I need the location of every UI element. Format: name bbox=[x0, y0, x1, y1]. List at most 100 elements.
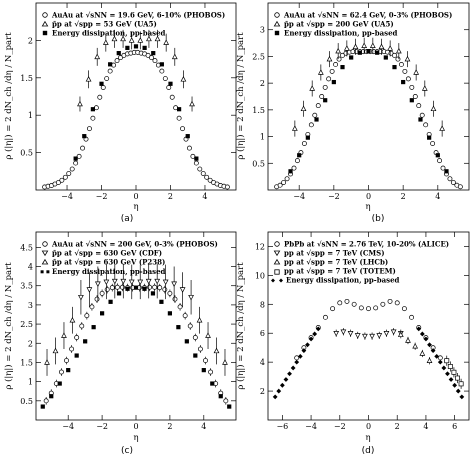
data-point-circle bbox=[182, 313, 188, 319]
data-point-square bbox=[444, 358, 450, 364]
data-point-circle bbox=[109, 285, 115, 291]
data-point-square-filled bbox=[418, 117, 423, 122]
data-point-square bbox=[447, 364, 453, 369]
y-tick-label: 8 bbox=[260, 300, 265, 309]
data-point-triangle bbox=[439, 125, 446, 131]
data-point-circle bbox=[166, 85, 172, 90]
y-tick-label: 2.5 bbox=[20, 320, 33, 329]
legend-marker bbox=[42, 241, 48, 247]
data-point-triangle bbox=[404, 55, 411, 62]
data-point-triangle bbox=[430, 105, 437, 112]
data-point-circle bbox=[284, 176, 290, 182]
data-point-square-filled bbox=[108, 299, 113, 304]
data-point-diamond-filled bbox=[452, 382, 458, 388]
data-point-diamond-filled bbox=[287, 371, 292, 377]
data-point-triangle bbox=[128, 37, 135, 43]
legend-entry: pp at √spp = 7 TeV (LHCb) bbox=[284, 258, 388, 267]
x-tick-label: −4 bbox=[293, 192, 305, 201]
data-point-triangle-down bbox=[376, 333, 383, 339]
x-ticks: −4 −2 0 2 4 bbox=[293, 3, 440, 201]
data-point-circle bbox=[100, 85, 106, 90]
data-point-triangle bbox=[102, 39, 109, 45]
data-point-triangle bbox=[387, 45, 394, 51]
data-point-circle bbox=[447, 176, 453, 182]
data-point-square-filled bbox=[177, 107, 182, 112]
legend-marker bbox=[273, 258, 281, 265]
data-point-circle bbox=[86, 126, 92, 132]
data-point-triangle-down bbox=[340, 329, 347, 336]
data-point-circle bbox=[176, 115, 182, 121]
data-marks bbox=[40, 263, 232, 409]
data-point-square-filled bbox=[90, 107, 95, 112]
data-point-square-filled bbox=[176, 325, 181, 330]
legend-entry: p̄p at √spp = 630 GeV (P238) bbox=[52, 258, 165, 267]
data-point-circle bbox=[315, 103, 321, 109]
data-point-circle bbox=[107, 68, 113, 74]
y-tick-label: 4.5 bbox=[20, 243, 33, 252]
data-point-circle bbox=[409, 84, 415, 90]
x-tick-label: 6 bbox=[452, 422, 457, 431]
y-axis-label: ρ (|η|) = 2 dN_ch /dη / N_part bbox=[235, 32, 246, 160]
y-axis-label: ρ (|η|) = 2 dN_ch /dη / N_part bbox=[3, 32, 14, 160]
legend-marker bbox=[273, 20, 281, 27]
x-tick-label: 4 bbox=[202, 192, 207, 201]
data-point-square-filled bbox=[142, 286, 147, 291]
data-point-circle bbox=[147, 284, 153, 290]
data-point-circle bbox=[64, 358, 69, 363]
data-point-triangle-down bbox=[86, 287, 93, 293]
x-ticks: −4 −2 0 2 4 bbox=[62, 232, 206, 431]
legend-entry: PbPb at √sNN = 2.76 TeV, 10-20% (ALICE) bbox=[284, 240, 449, 249]
data-point-square-filled bbox=[366, 48, 371, 54]
data-point-triangle bbox=[412, 342, 419, 349]
data-point-circle bbox=[312, 112, 318, 118]
legend-entry: AuAu at √sNN = 62.4 GeV, 0-3% (PHOBOS) bbox=[283, 11, 452, 20]
data-point-circle bbox=[224, 184, 230, 190]
data-point-triangle-down bbox=[390, 329, 397, 336]
data-point-triangle bbox=[421, 85, 428, 91]
x-axis-label: η bbox=[365, 433, 370, 443]
data-point-circle bbox=[392, 52, 397, 58]
data-point-triangle bbox=[352, 43, 359, 50]
data-point-circle bbox=[90, 115, 96, 121]
data-point-triangle bbox=[137, 37, 144, 43]
data-point-square-filled bbox=[323, 98, 328, 103]
data-point-circle bbox=[204, 174, 210, 180]
x-tick-label: −6 bbox=[276, 422, 288, 431]
x-axis-label: η bbox=[133, 433, 138, 443]
data-point-triangle-down bbox=[347, 330, 354, 337]
data-point-square-filled bbox=[100, 311, 105, 316]
data-point-circle bbox=[329, 68, 335, 74]
y-tick-label: 1 bbox=[28, 111, 33, 120]
legend-marker bbox=[274, 241, 280, 247]
data-point-diamond-filled bbox=[312, 331, 318, 337]
legend-marker bbox=[41, 250, 49, 257]
data-point-square-filled bbox=[151, 51, 156, 56]
data-point-circle bbox=[152, 58, 158, 64]
legend-marker bbox=[42, 12, 48, 18]
data-point-square-filled bbox=[392, 65, 397, 70]
data-point-square-filled bbox=[142, 45, 147, 50]
data-point-circle bbox=[114, 284, 120, 290]
legend-entry: Energy dissipation, pp-based bbox=[284, 29, 398, 38]
data-point-circle bbox=[114, 58, 120, 64]
data-point-diamond-filled bbox=[308, 336, 314, 342]
legend-marker bbox=[274, 12, 280, 18]
data-point-circle bbox=[208, 369, 214, 375]
data-point-diamond-filled bbox=[305, 342, 310, 348]
data-point-square-filled bbox=[73, 156, 78, 161]
data-point-square-filled bbox=[116, 291, 122, 296]
data-point-triangle bbox=[44, 359, 50, 365]
data-point-triangle-down bbox=[333, 330, 340, 337]
data-point-triangle bbox=[413, 69, 420, 75]
data-point-square bbox=[451, 369, 457, 375]
x-tick-label: 2 bbox=[401, 192, 406, 201]
data-point-triangle-down bbox=[179, 287, 186, 293]
data-point-triangle bbox=[378, 43, 385, 50]
data-point-circle bbox=[450, 180, 456, 185]
data-point-circle bbox=[405, 76, 411, 82]
data-point-circle bbox=[336, 56, 342, 62]
panel-label: (a) bbox=[121, 214, 134, 224]
data-point-square-filled bbox=[49, 394, 54, 399]
y-ticks: 0.5 1 1.5 2 2.5 3 3.5 4 4.5 bbox=[20, 243, 236, 406]
data-point-square-filled bbox=[125, 45, 130, 50]
